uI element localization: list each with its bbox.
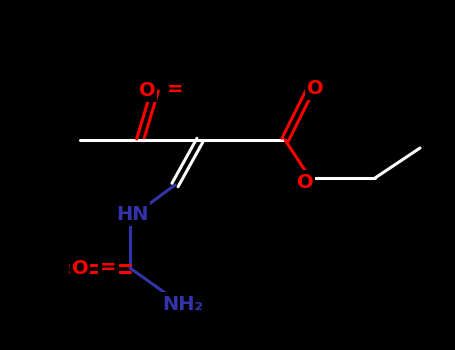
Text: O: O (72, 259, 88, 278)
Text: O: O (297, 173, 313, 191)
Text: HN: HN (116, 204, 148, 224)
Text: NH₂: NH₂ (162, 294, 203, 314)
Text: O: O (139, 80, 155, 99)
Text: =: = (167, 80, 183, 99)
Text: O: O (307, 78, 324, 98)
Text: =: = (100, 259, 116, 278)
